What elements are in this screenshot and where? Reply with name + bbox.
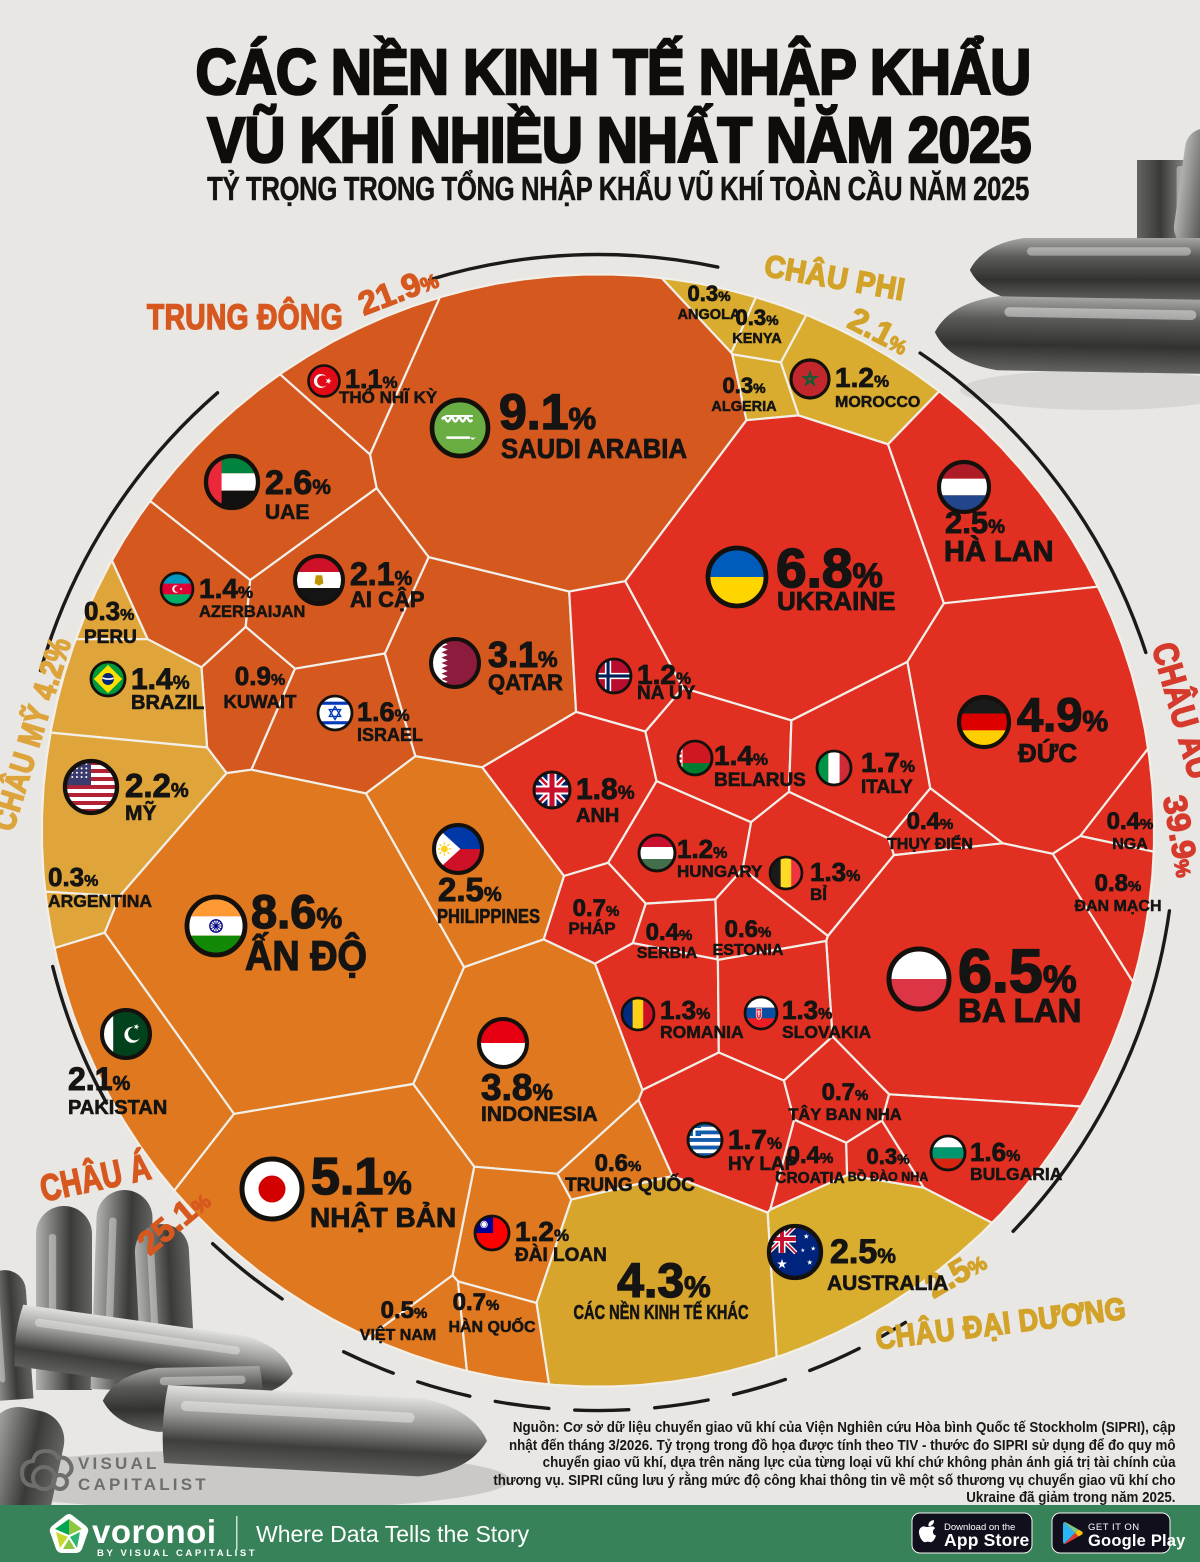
svg-text:ALGERIA: ALGERIA <box>711 399 777 415</box>
svg-text:2.1%: 2.1% <box>350 556 412 592</box>
svg-text:PAKISTAN: PAKISTAN <box>68 1097 167 1119</box>
svg-text:PHÁP: PHÁP <box>568 919 615 938</box>
svg-text:ANH: ANH <box>576 805 619 827</box>
svg-text:BY VISUAL CAPITALIST: BY VISUAL CAPITALIST <box>97 1548 257 1559</box>
svg-text:INDONESIA: INDONESIA <box>481 1103 598 1126</box>
svg-text:39.9%: 39.9% <box>1156 792 1200 879</box>
svg-text:1.7%: 1.7% <box>728 1124 782 1155</box>
svg-text:Google Play: Google Play <box>1088 1532 1186 1550</box>
svg-text:BELARUS: BELARUS <box>714 770 806 791</box>
svg-text:Download on the: Download on the <box>944 1522 1015 1533</box>
svg-text:1.4%: 1.4% <box>199 573 253 604</box>
svg-text:QATAR: QATAR <box>488 670 563 695</box>
svg-text:6.5%: 6.5% <box>958 937 1077 1005</box>
svg-text:0.3%: 0.3% <box>735 305 779 330</box>
svg-text:PERU: PERU <box>84 627 137 648</box>
svg-text:6.8%: 6.8% <box>776 537 883 599</box>
svg-text:SERBIA: SERBIA <box>637 945 698 962</box>
svg-text:ESTONIA: ESTONIA <box>713 942 784 959</box>
svg-text:0.6%: 0.6% <box>725 916 772 943</box>
svg-text:0.3%: 0.3% <box>866 1144 910 1169</box>
svg-text:THỔ NHĨ KỲ: THỔ NHĨ KỲ <box>339 387 438 407</box>
svg-text:VIỆT NAM: VIỆT NAM <box>360 1325 436 1344</box>
svg-text:BRAZIL: BRAZIL <box>131 692 204 714</box>
svg-text:0.3%: 0.3% <box>687 281 731 306</box>
svg-text:1.7%: 1.7% <box>861 747 915 778</box>
svg-text:KUWAIT: KUWAIT <box>224 691 298 712</box>
svg-text:SLOVAKIA: SLOVAKIA <box>782 1022 871 1042</box>
svg-text:CHÂU ÂU: CHÂU ÂU <box>1144 638 1200 784</box>
svg-text:ROMANIA: ROMANIA <box>660 1022 744 1042</box>
svg-text:CROATIA: CROATIA <box>775 1170 844 1187</box>
svg-text:HUNGARY: HUNGARY <box>677 862 763 881</box>
svg-text:ARGENTINA: ARGENTINA <box>48 891 152 911</box>
svg-text:ĐỨC: ĐỨC <box>1018 738 1077 768</box>
svg-text:TÂY BAN NHA: TÂY BAN NHA <box>788 1105 901 1124</box>
svg-text:ẤN ĐỘ: ẤN ĐỘ <box>245 931 367 979</box>
svg-text:0.5%: 0.5% <box>381 1297 428 1324</box>
svg-text:BULGARIA: BULGARIA <box>970 1164 1063 1184</box>
svg-text:TRUNG QUỐC: TRUNG QUỐC <box>565 1174 695 1196</box>
svg-text:NHẬT BẢN: NHẬT BẢN <box>310 1201 456 1233</box>
svg-text:HÀN QUỐC: HÀN QUỐC <box>448 1316 536 1336</box>
svg-text:HY LẠP: HY LẠP <box>728 1154 798 1175</box>
svg-text:AZERBAIJAN: AZERBAIJAN <box>199 603 305 621</box>
svg-text:1.6%: 1.6% <box>357 697 410 727</box>
svg-text:4.9%: 4.9% <box>1017 688 1108 741</box>
svg-text:PHILIPPINES: PHILIPPINES <box>437 906 540 928</box>
svg-text:MOROCCO: MOROCCO <box>835 394 920 411</box>
svg-text:CHÂU ĐẠI DƯƠNG: CHÂU ĐẠI DƯƠNG <box>873 1290 1128 1356</box>
svg-text:0.7%: 0.7% <box>822 1079 869 1106</box>
svg-text:CÁC NỀN KINH TẾ KHÁC: CÁC NỀN KINH TẾ KHÁC <box>574 1301 749 1324</box>
svg-text:1.2%: 1.2% <box>835 362 889 393</box>
svg-text:UAE: UAE <box>265 501 309 524</box>
svg-text:App Store: App Store <box>944 1530 1029 1550</box>
svg-text:KENYA: KENYA <box>732 331 782 347</box>
svg-text:ĐÀI LOAN: ĐÀI LOAN <box>515 1244 607 1266</box>
svg-text:ĐAN MẠCH: ĐAN MẠCH <box>1074 898 1161 915</box>
svg-text:ANGOLA: ANGOLA <box>678 307 741 323</box>
svg-text:TRUNG ĐÔNG: TRUNG ĐÔNG <box>147 297 343 337</box>
svg-text:Where Data Tells the Story: Where Data Tells the Story <box>256 1521 530 1547</box>
svg-text:THỤY ĐIỂN: THỤY ĐIỂN <box>887 834 973 853</box>
svg-text:HÀ LAN: HÀ LAN <box>944 534 1054 568</box>
svg-text:CAPITALIST: CAPITALIST <box>78 1475 209 1494</box>
svg-text:GET IT ON: GET IT ON <box>1088 1522 1140 1533</box>
svg-text:UKRAINE: UKRAINE <box>777 586 895 616</box>
svg-text:BỈ: BỈ <box>810 885 827 904</box>
svg-text:AUSTRALIA: AUSTRALIA <box>827 1272 948 1295</box>
svg-text:2.5%: 2.5% <box>438 871 502 908</box>
svg-text:ITALY: ITALY <box>861 777 913 798</box>
svg-text:BA LAN: BA LAN <box>958 992 1081 1029</box>
svg-text:BỒ ĐÀO NHA: BỒ ĐÀO NHA <box>848 1169 929 1184</box>
svg-text:MỸ: MỸ <box>125 802 157 825</box>
svg-text:AI CẬP: AI CẬP <box>350 587 425 612</box>
svg-text:SAUDI ARABIA: SAUDI ARABIA <box>501 433 687 464</box>
svg-text:NA UY: NA UY <box>637 683 696 704</box>
svg-text:VISUAL: VISUAL <box>78 1454 160 1473</box>
svg-text:CHÂU PHI: CHÂU PHI <box>762 247 908 307</box>
svg-text:3.1%: 3.1% <box>488 634 558 675</box>
svg-text:NGA: NGA <box>1112 836 1148 853</box>
svg-text:voronoi: voronoi <box>92 1513 217 1550</box>
svg-text:ISRAEL: ISRAEL <box>357 725 423 745</box>
